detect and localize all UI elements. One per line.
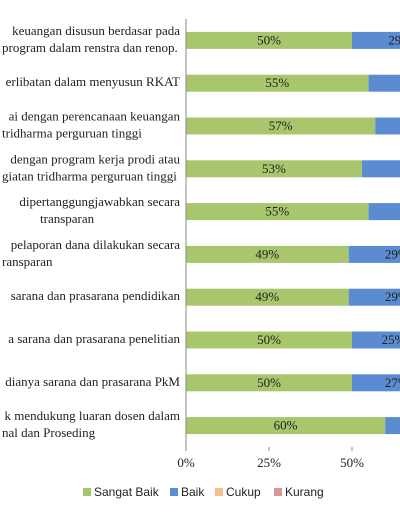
category-label: tridharma perguruan tinggi bbox=[2, 125, 142, 140]
category-label: keuangan disusun berdasar pada bbox=[12, 23, 180, 38]
bar-segment bbox=[385, 417, 400, 435]
category-label: a sarana dan prasarana penelitian bbox=[8, 331, 180, 346]
category-label: dianya sarana dan prasarana PkM bbox=[5, 374, 180, 389]
data-label: 29% bbox=[385, 289, 400, 304]
data-label: 57% bbox=[269, 118, 293, 133]
data-label: 49% bbox=[255, 289, 279, 304]
data-label: 55% bbox=[265, 204, 289, 219]
bar-segment bbox=[186, 117, 376, 135]
category-label: program dalam renstra dan renop. bbox=[2, 40, 178, 55]
data-label: 27% bbox=[385, 375, 400, 390]
data-label: 25% bbox=[382, 332, 400, 347]
category-label: sarana dan prasarana pendidikan bbox=[11, 288, 181, 303]
bar-segment bbox=[186, 374, 352, 392]
bar-segment bbox=[348, 245, 400, 263]
bar-segment bbox=[186, 160, 362, 178]
category-label: k mendukung luaran dosen dalam bbox=[5, 408, 180, 423]
bar-segment bbox=[186, 331, 352, 349]
category-label: dengan program kerja prodi atau bbox=[10, 151, 180, 166]
legend-label: Cukup bbox=[226, 485, 261, 499]
legend-label: Sangat Baik bbox=[94, 485, 160, 499]
data-label: 50% bbox=[257, 32, 281, 47]
bar-segment bbox=[352, 331, 400, 349]
legend-label: Kurang bbox=[285, 485, 324, 499]
category-label: pelaporan dana dilakukan secara bbox=[11, 237, 181, 252]
x-tick-label: 50% bbox=[340, 455, 364, 470]
bar-segment bbox=[186, 245, 349, 263]
bar-segment bbox=[368, 74, 400, 92]
bar-segment bbox=[375, 117, 400, 135]
category-label: ai dengan perencanaan keuangan bbox=[9, 108, 181, 123]
legend-label: Baik bbox=[181, 485, 205, 499]
bar-segment bbox=[368, 203, 400, 221]
bar-segment bbox=[186, 417, 386, 435]
x-tick-label: 0% bbox=[177, 455, 195, 470]
data-label: 55% bbox=[265, 75, 289, 90]
category-label: giatan tridharma perguruan tinggi bbox=[2, 168, 177, 183]
category-label: dipertanggungjawabkan secara bbox=[19, 194, 180, 209]
bar-segment bbox=[186, 31, 352, 49]
data-label: 53% bbox=[262, 161, 286, 176]
data-label: 29% bbox=[388, 32, 400, 47]
data-label: 49% bbox=[255, 246, 279, 261]
bar-segment bbox=[352, 374, 400, 392]
data-label: 60% bbox=[274, 418, 298, 433]
bar-segment bbox=[352, 31, 400, 49]
legend-swatch bbox=[170, 488, 178, 496]
legend-swatch bbox=[215, 488, 223, 496]
category-label: erlibatan dalam menyusun RKAT bbox=[6, 74, 180, 89]
x-tick-label: 25% bbox=[257, 455, 281, 470]
category-label: nal dan Proseding bbox=[2, 425, 96, 440]
bar-segment bbox=[348, 288, 400, 306]
data-label: 50% bbox=[257, 375, 281, 390]
legend-swatch bbox=[274, 488, 282, 496]
bar-segment bbox=[186, 74, 369, 92]
data-label: 29% bbox=[385, 246, 400, 261]
legend-swatch bbox=[83, 488, 91, 496]
data-label: 50% bbox=[257, 332, 281, 347]
bar-segment bbox=[186, 288, 349, 306]
bar-segment bbox=[186, 203, 369, 221]
category-label: transparan bbox=[40, 211, 95, 226]
category-label: ransparan bbox=[2, 254, 53, 269]
bar-segment bbox=[361, 160, 400, 178]
